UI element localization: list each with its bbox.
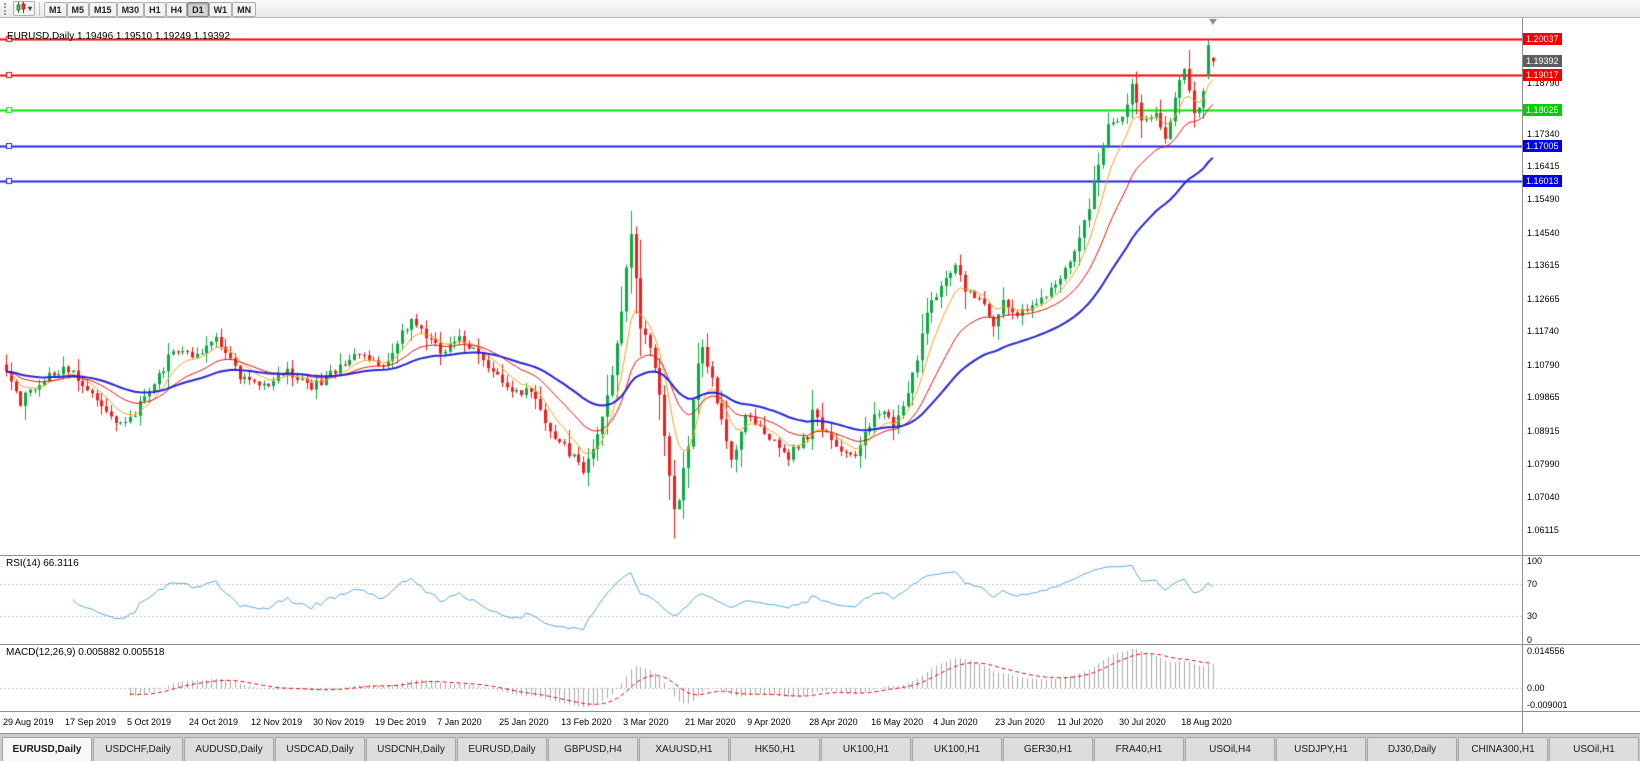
chart-tab[interactable]: XAUUSD,H1 — [639, 737, 729, 761]
rsi-axis[interactable]: 100 70 30 0 — [1523, 556, 1640, 644]
macd-canvas[interactable] — [0, 645, 1522, 711]
rsi-axis-label: 30 — [1527, 611, 1538, 621]
date-label: 7 Jan 2020 — [437, 717, 482, 727]
chart-tab[interactable]: HK50,H1 — [730, 737, 820, 761]
toolbar-grip[interactable] — [4, 2, 8, 15]
chart-tab[interactable]: UK100,H1 — [912, 737, 1002, 761]
timeframe-button-w1[interactable]: W1 — [208, 2, 233, 17]
date-label: 3 Mar 2020 — [623, 717, 669, 727]
level-price-label: 1.19017 — [1523, 68, 1562, 81]
date-label: 21 Mar 2020 — [685, 717, 736, 727]
chart-tab[interactable]: DJ30,Daily — [1367, 737, 1457, 761]
price-tick-label: 1.13615 — [1527, 260, 1560, 271]
chart-tab[interactable]: GBPUSD,H4 — [548, 737, 638, 761]
price-axis[interactable]: 1.18790 1.17340 1.16415 1.15490 1.14540 1.136… — [1523, 18, 1640, 555]
date-label: 18 Aug 2020 — [1181, 717, 1232, 727]
date-label: 16 May 2020 — [871, 717, 924, 727]
chevron-down-icon: ▾ — [28, 3, 33, 13]
price-tick-label: 1.14540 — [1527, 227, 1560, 238]
date-label: 23 Jun 2020 — [995, 717, 1045, 727]
macd-axis-label: 0.014556 — [1527, 646, 1565, 656]
price-tick-label: 1.08915 — [1527, 425, 1560, 436]
date-label: 28 Apr 2020 — [809, 717, 858, 727]
price-tick-label: 1.10790 — [1527, 359, 1560, 370]
date-label: 5 Oct 2019 — [127, 717, 172, 727]
chart-tab[interactable]: USOil,H1 — [1549, 737, 1639, 761]
current-price-label: 1.19392 — [1523, 55, 1562, 68]
date-label: 4 Jun 2020 — [933, 717, 978, 727]
chart-tab[interactable]: USDCHF,Daily — [93, 737, 183, 761]
timeframe-button-h1[interactable]: H1 — [144, 2, 166, 17]
level-price-label: 1.17005 — [1523, 139, 1562, 152]
chart-tab[interactable]: FRA40,H1 — [1094, 737, 1184, 761]
rsi-axis-label: 0 — [1527, 635, 1533, 644]
chart-shift-marker-icon[interactable] — [1209, 19, 1217, 25]
chart-tab[interactable]: USOil,H4 — [1185, 737, 1275, 761]
timeframe-button-m5[interactable]: M5 — [66, 2, 90, 17]
rsi-label: RSI(14) 66.3116 — [6, 558, 79, 569]
price-tick-label: 1.16415 — [1527, 161, 1560, 172]
timeframe-button-d1[interactable]: D1 — [187, 2, 209, 17]
chart-tab[interactable]: EURUSD,Daily — [457, 737, 547, 761]
timeframe-toolbar: ▾ M1 M5 M15 M30 H1 H4 D1 W1 MN — [0, 0, 1640, 18]
date-label: 9 Apr 2020 — [747, 717, 791, 727]
chart-tab[interactable]: UK100,H1 — [821, 737, 911, 761]
macd-axis-label: -0.009001 — [1527, 700, 1568, 710]
price-tick-label: 1.09865 — [1527, 392, 1560, 403]
date-label: 30 Jul 2020 — [1119, 717, 1166, 727]
price-tick-label: 1.18790 — [1527, 77, 1560, 88]
chart-tab[interactable]: AUDUSD,Daily — [184, 737, 274, 761]
rsi-panel: RSI(14) 66.3116 — [0, 556, 1522, 644]
price-tick-label: 1.17340 — [1527, 128, 1560, 139]
date-label: 29 Aug 2019 — [3, 717, 54, 727]
macd-panel: MACD(12,26,9) 0.005882 0.005518 — [0, 645, 1522, 711]
timeframe-button-m1[interactable]: M1 — [44, 2, 67, 17]
price-tick-label: 1.15490 — [1527, 193, 1560, 204]
chart-tab[interactable]: USDCAD,Daily — [275, 737, 365, 761]
price-tick-label: 1.12665 — [1527, 293, 1560, 304]
date-label: 11 Jul 2020 — [1057, 717, 1104, 727]
chart-tab[interactable]: GER30,H1 — [1003, 737, 1093, 761]
date-label: 17 Sep 2019 — [65, 717, 117, 727]
date-label: 13 Feb 2020 — [561, 717, 612, 727]
date-label: 30 Nov 2019 — [313, 717, 365, 727]
chart-area: EURUSD,Daily 1.19496 1.19510 1.19249 1.1… — [0, 18, 1640, 733]
price-chart-canvas[interactable] — [0, 18, 1522, 555]
macd-axis-label: 0.00 — [1527, 683, 1545, 694]
chart-tabs-bar: EURUSD,Daily USDCHF,Daily AUDUSD,Daily USDC… — [0, 733, 1640, 761]
date-label: 24 Oct 2019 — [189, 717, 239, 727]
rsi-axis-label: 70 — [1527, 579, 1538, 589]
macd-axis[interactable]: 0.014556 0.00 -0.009001 — [1523, 645, 1640, 711]
chart-tab[interactable]: CHINA300,H1 — [1458, 737, 1548, 761]
timeframe-button-mn[interactable]: MN — [232, 2, 257, 17]
timeframe-button-h4[interactable]: H4 — [165, 2, 188, 17]
chart-tab[interactable]: USDCNH,Daily — [366, 737, 456, 761]
date-label: 19 Dec 2019 — [375, 717, 427, 727]
date-label: 12 Nov 2019 — [251, 717, 303, 727]
level-price-label: 1.20037 — [1523, 32, 1562, 45]
level-price-label: 1.18025 — [1523, 103, 1562, 116]
level-price-label: 1.16013 — [1523, 174, 1562, 187]
chart-type-button[interactable]: ▾ — [13, 1, 36, 16]
time-axis[interactable]: 29 Aug 2019 17 Sep 2019 5 Oct 2019 24 Oct 2… — [0, 712, 1522, 733]
macd-label: MACD(12,26,9) 0.005882 0.005518 — [6, 647, 165, 658]
rsi-canvas[interactable] — [0, 556, 1522, 644]
chart-tab[interactable]: EURUSD,Daily — [2, 737, 92, 761]
chart-ohlc-header: EURUSD,Daily 1.19496 1.19510 1.19249 1.1… — [7, 31, 230, 42]
chart-tab[interactable]: USDJPY,H1 — [1276, 737, 1366, 761]
price-tick-label: 1.11740 — [1527, 326, 1559, 337]
price-tick-label: 1.07040 — [1527, 492, 1560, 503]
axis-corner — [1523, 712, 1640, 733]
toolbar-separator — [39, 1, 41, 16]
timeframe-buttons: M1 M5 M15 M30 H1 H4 D1 W1 MN — [44, 0, 257, 18]
main-chart-panel: EURUSD,Daily 1.19496 1.19510 1.19249 1.1… — [0, 18, 1522, 555]
rsi-axis-label: 100 — [1527, 556, 1543, 566]
price-tick-label: 1.06115 — [1527, 524, 1559, 535]
price-tick-label: 1.07990 — [1527, 458, 1560, 469]
timeframe-button-m15[interactable]: M15 — [89, 2, 117, 17]
timeframe-button-m30[interactable]: M30 — [116, 2, 145, 17]
date-label: 25 Jan 2020 — [499, 717, 549, 727]
candlestick-chart-icon — [16, 2, 27, 15]
